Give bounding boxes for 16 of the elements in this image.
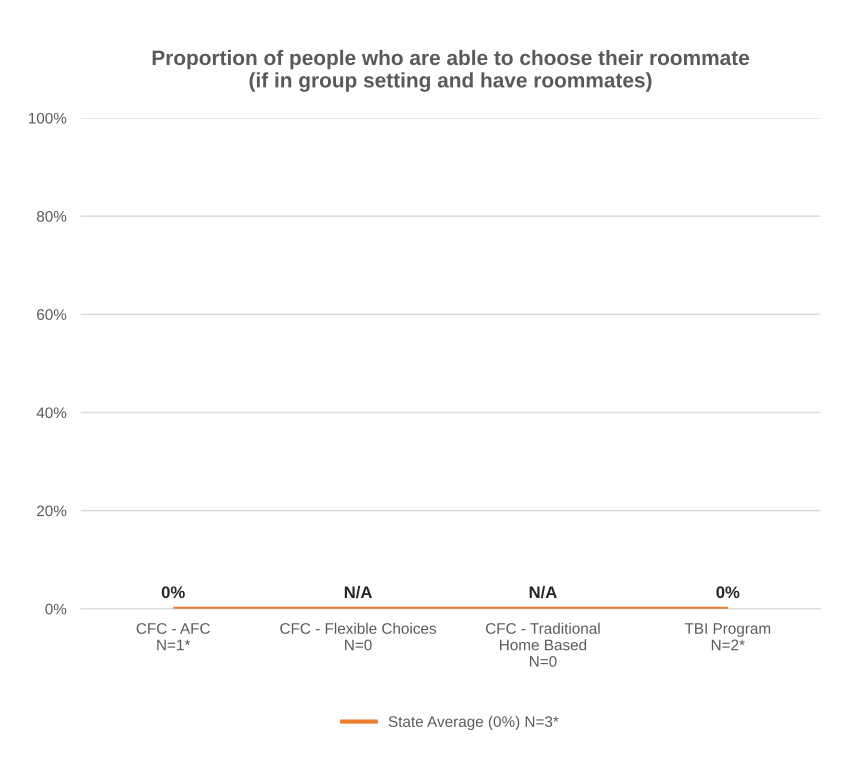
- x-tick-label: TBI Program N=2*: [684, 623, 770, 650]
- data-label: 0%: [162, 586, 185, 598]
- y-tick-label: 40%: [36, 407, 66, 418]
- text: N/A: [530, 586, 557, 598]
- data-label: 0%: [716, 586, 740, 598]
- y-tick-label: 20%: [37, 506, 66, 516]
- text: N/A: [344, 586, 372, 598]
- y-tick-label: 0%: [45, 604, 66, 614]
- y-tick-label: 60%: [37, 309, 66, 320]
- x-tick-label: CFC - Traditional Home Based N=0: [486, 622, 600, 667]
- x-tick-label: CFC - Flexible Choices N=0: [280, 622, 436, 650]
- x-tick-label: CFC - AFC N=1*: [136, 623, 210, 650]
- y-tick-label: 100%: [28, 112, 66, 124]
- y-tick-label: 80%: [36, 210, 66, 222]
- legend-label: State Average (0%) N=3*: [388, 716, 559, 730]
- chart-title: Proportion of people who are able to choose their roommate (if in group setting and have roommates): [152, 50, 750, 92]
